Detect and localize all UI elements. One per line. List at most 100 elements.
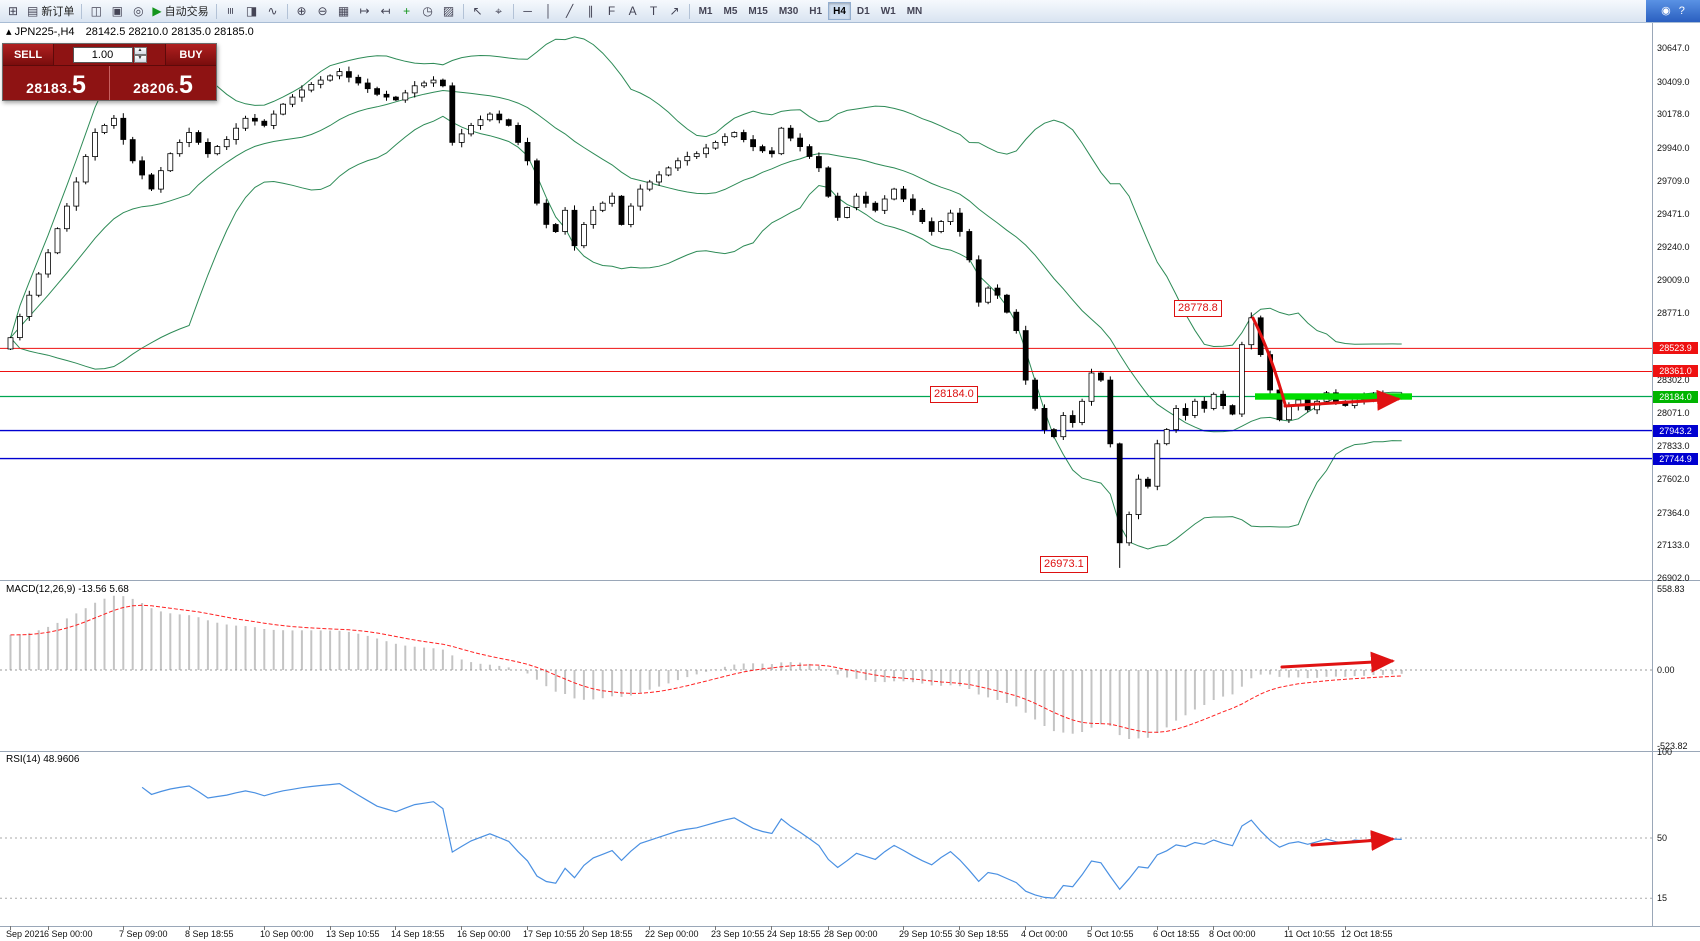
green-highlight-bar[interactable] [1255,393,1412,400]
one-click-collapse-icon[interactable]: ▴ [6,26,12,38]
equidistant-channel-button[interactable]: ∥ [581,2,601,21]
data-window-button[interactable]: ◎ [128,2,148,21]
red-arrow-rsi[interactable] [1310,830,1395,852]
cursor-icon: ↖ [472,4,483,18]
autotrading-button[interactable]: ▶ 自动交易 [149,2,211,21]
new-order-label: 新订单 [41,6,75,18]
text-button[interactable]: A [623,2,643,21]
rsi-name: RSI(14) [6,754,41,765]
timeframe-h4-button[interactable]: H4 [828,2,851,20]
fibonacci-button[interactable]: F [602,2,622,21]
macd-indicator-label: MACD(12,26,9) -13.56 5.68 [6,584,129,595]
arrows-button[interactable]: ↗ [665,2,685,21]
new-chart-button[interactable]: ⊞ [3,2,23,21]
timeframe-m30-button[interactable]: M30 [774,2,803,20]
help-icon[interactable]: ? [1678,4,1685,17]
volume-box: ▲ ▼ [53,44,166,65]
sell-price-pips: 5 [71,70,86,99]
periods-button[interactable]: ◷ [418,2,438,21]
vertical-line-icon: │ [544,4,553,18]
fibonacci-icon: F [607,4,616,18]
profiles-button[interactable]: ◫ [86,2,106,21]
autotrading-label: 自动交易 [164,6,209,18]
indicators-icon: + [403,4,411,18]
line-chart-type-icon: ∿ [267,4,278,18]
auto-scroll-icon: ↦ [359,4,370,18]
templates-icon: ▨ [442,4,455,18]
auto-scroll-button[interactable]: ↦ [355,2,375,21]
chart-title-line: ▴ JPN225-,H4 28142.5 28210.0 28135.0 281… [6,25,254,38]
toolbar-separator [462,3,464,19]
timeframe-h1-button[interactable]: H1 [804,2,827,20]
sell-price[interactable]: 28183. 5 [3,66,110,100]
zoom-out-button[interactable]: ⊖ [313,2,333,21]
pane-separator-macd[interactable] [0,580,1700,581]
chart-shift-icon: ↤ [380,4,391,18]
indicators-button[interactable]: + [397,2,417,21]
macd-name: MACD(12,26,9) [6,584,76,595]
profiles-icon: ◫ [90,4,103,18]
line-chart-type-button[interactable]: ∿ [263,2,283,21]
sell-price-main: 28183. [26,80,72,96]
symbol-period-label: JPN225-,H4 [14,26,75,38]
new-order-button[interactable]: ▤ 新订单 [24,2,77,21]
toolbar-items: ⊞ ▤ 新订单 ◫ ▣ ◎ ▶ 自动交易 ≡ ◨ ∿ ⊕ ⊖ ▦ ↦ ↤ + ◷ ▨ ↖ ⌖ ─ │ ╱ ∥ F A T ↗ M1 M5 M1… [0,0,1646,22]
timeframe-mn-button[interactable]: MN [902,2,928,20]
text-icon: A [628,4,637,18]
volume-up-button[interactable]: ▲ [133,46,147,55]
sell-button[interactable]: SELL [3,44,53,65]
trade-panel-prices: 28183. 5 28206. 5 [3,66,216,100]
rsi-indicator-label: RSI(14) 48.9606 [6,754,79,765]
bar-chart-type-icon: ≡ [223,7,238,15]
chart-windows-button[interactable]: ▣ [107,2,127,21]
trendline-button[interactable]: ╱ [560,2,580,21]
red-arrow-main[interactable] [1283,389,1401,411]
crosshair-icon: ⌖ [495,4,502,18]
cursor-button[interactable]: ↖ [468,2,488,21]
volume-input[interactable] [72,46,133,63]
zoom-in-icon: ⊕ [296,4,307,18]
volume-down-button[interactable]: ▼ [133,54,147,63]
periods-icon: ◷ [422,4,433,18]
timeframe-w1-button[interactable]: W1 [876,2,901,20]
rsi-line [141,782,1402,899]
red-arrow-macd[interactable] [1280,651,1395,673]
status-icon[interactable]: ◉ [1661,4,1671,17]
macd-histogram [9,595,1403,739]
toolbar-separator [688,3,690,19]
bollinger-lower [10,115,1402,550]
templates-button[interactable]: ▨ [439,2,459,21]
trade-panel-header: SELL ▲ ▼ BUY [3,44,216,66]
buy-button[interactable]: BUY [166,44,216,65]
chart-shift-button[interactable]: ↤ [376,2,396,21]
toolbar-separator [286,3,288,19]
candlestick-type-button[interactable]: ◨ [242,2,262,21]
titlebar-right: ◉? [1646,0,1700,22]
tile-windows-button[interactable]: ▦ [334,2,354,21]
pane-separator-rsi[interactable] [0,751,1700,752]
candlestick-type-icon: ◨ [245,4,258,18]
buy-price[interactable]: 28206. 5 [110,66,216,100]
candles-layer [7,66,1405,568]
text-label-button[interactable]: T [644,2,664,21]
crosshair-button[interactable]: ⌖ [489,2,509,21]
zoom-in-button[interactable]: ⊕ [292,2,312,21]
timeframe-m15-button[interactable]: M15 [743,2,772,20]
timeframe-m1-button[interactable]: M1 [694,2,718,20]
red-trend-curve[interactable] [1251,316,1287,406]
time-axis-border [0,926,1700,927]
timeframe-m5-button[interactable]: M5 [718,2,742,20]
toolbar: ⊞ ▤ 新订单 ◫ ▣ ◎ ▶ 自动交易 ≡ ◨ ∿ ⊕ ⊖ ▦ ↦ ↤ + ◷ ▨ ↖ ⌖ ─ │ ╱ ∥ F A T ↗ M1 M5 M1… [0,0,1700,23]
vertical-line-button[interactable]: │ [539,2,559,21]
timeframe-d1-button[interactable]: D1 [852,2,875,20]
price-axis-border [1652,22,1653,926]
bollinger-upper [10,36,1402,348]
equidistant-channel-icon: ∥ [587,4,594,18]
horizontal-line-button[interactable]: ─ [518,2,538,21]
horizontal-line-icon: ─ [523,4,532,18]
toolbar-separator [81,3,83,19]
rsi-current-value: 48.9606 [43,754,80,765]
bar-chart-type-button[interactable]: ≡ [221,2,241,21]
